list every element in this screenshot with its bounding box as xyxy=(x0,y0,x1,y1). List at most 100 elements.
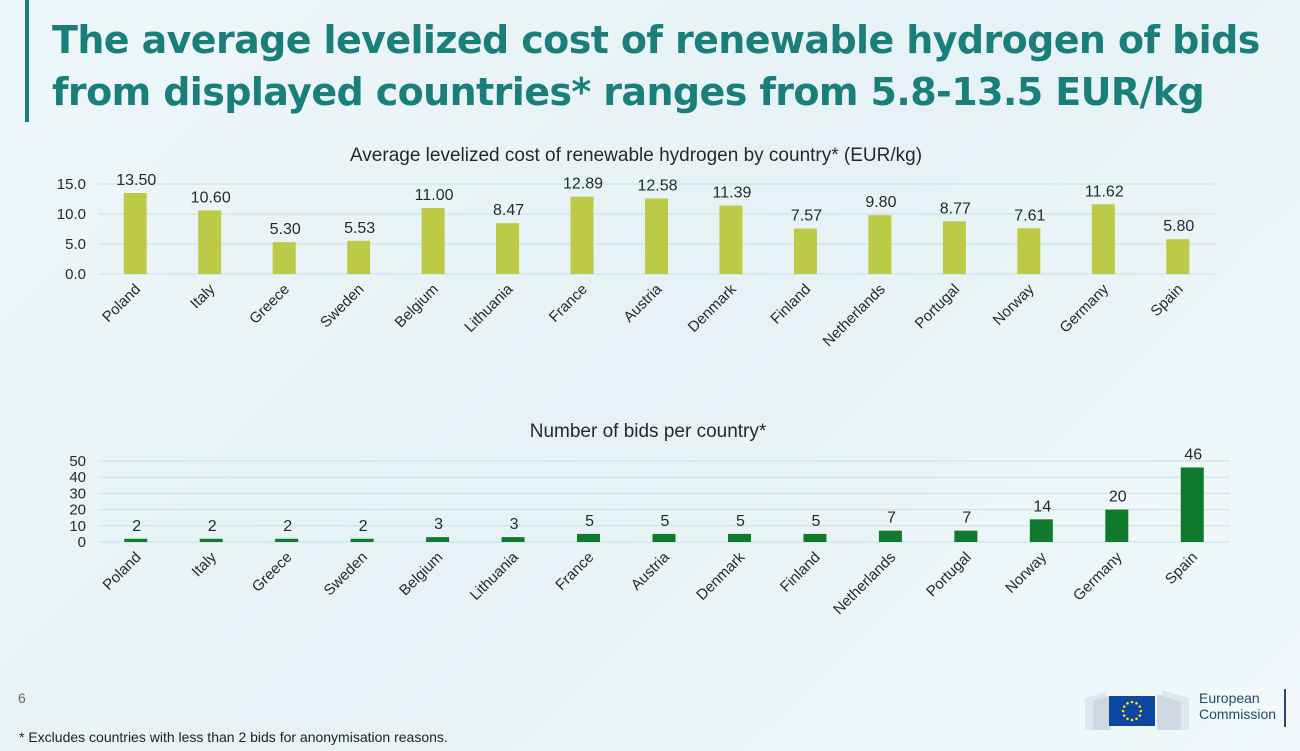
cost-x-tick-label: Denmark xyxy=(685,280,740,335)
bids-x-tick-label: Lithuania xyxy=(467,548,523,604)
eu-star-icon xyxy=(1139,709,1143,713)
cost-bar xyxy=(570,196,594,274)
logo-text: European Commission xyxy=(1199,690,1276,722)
cost-x-tick-label: Austria xyxy=(620,280,665,325)
cost-data-label: 8.47 xyxy=(493,202,524,219)
eu-star-icon xyxy=(1122,714,1126,717)
logo-text-line2: Commission xyxy=(1199,706,1277,722)
bids-x-tick-label: Poland xyxy=(100,549,145,594)
eu-star-icon xyxy=(1126,717,1129,721)
cost-bar xyxy=(942,221,966,274)
bids-y-tick-label: 40 xyxy=(69,469,86,486)
bids-data-label: 46 xyxy=(1184,446,1202,463)
cost-data-label: 5.80 xyxy=(1163,218,1194,235)
cost-data-label: 8.77 xyxy=(940,200,971,217)
cost-bar xyxy=(1017,228,1041,274)
cost-x-tick-label: Spain xyxy=(1147,281,1186,320)
bids-x-tick-label: Sweden xyxy=(321,549,371,599)
cost-data-label: 11.62 xyxy=(1085,183,1124,200)
bids-bar xyxy=(1029,519,1053,542)
eu-star-icon xyxy=(1122,705,1126,708)
eu-star-icon xyxy=(1121,709,1125,713)
bids-x-tick-label: Denmark xyxy=(693,548,748,603)
cost-data-label: 7.61 xyxy=(1014,207,1045,224)
cost-chart-title: Average levelized cost of renewable hydr… xyxy=(350,145,922,166)
bids-x-tick-label: Germany xyxy=(1070,548,1126,604)
cost-x-tick-label: Germany xyxy=(1056,280,1112,336)
bids-data-label: 2 xyxy=(208,518,217,535)
bids-data-label: 3 xyxy=(510,516,519,533)
cost-data-label: 5.30 xyxy=(270,221,301,238)
bids-x-tick-label: Netherlands xyxy=(830,549,899,618)
cost-x-tick-label: Poland xyxy=(99,281,144,326)
bids-bar xyxy=(803,533,827,542)
cost-x-tick-label: Norway xyxy=(990,280,1038,328)
bids-data-label: 2 xyxy=(283,518,292,535)
cost-data-label: 13.50 xyxy=(116,172,156,189)
bids-data-label: 14 xyxy=(1033,498,1051,515)
logo-divider xyxy=(1284,689,1286,727)
bids-bar xyxy=(727,533,751,542)
cost-bar xyxy=(496,223,520,274)
bids-bar xyxy=(501,537,525,542)
cost-y-tick-label: 15.0 xyxy=(57,176,86,193)
eu-star-icon xyxy=(1135,717,1138,721)
eu-star-icon xyxy=(1126,701,1129,705)
cost-data-label: 12.58 xyxy=(637,178,677,195)
bids-y-tick-label: 10 xyxy=(69,518,86,535)
eu-star-icon xyxy=(1138,714,1142,717)
bids-bar xyxy=(652,533,676,542)
cost-y-tick-label: 0.0 xyxy=(65,266,86,283)
bids-bar xyxy=(426,537,450,542)
bids-bar xyxy=(577,533,601,542)
bids-bar xyxy=(1180,467,1204,542)
bids-data-label: 7 xyxy=(887,510,896,527)
cost-bar xyxy=(645,198,668,274)
cost-x-tick-label: Finland xyxy=(767,281,814,328)
bids-y-tick-label: 20 xyxy=(69,502,86,519)
cost-bar xyxy=(272,242,296,274)
slide-title: The average levelized cost of renewable … xyxy=(52,18,1260,114)
cost-x-tick-label: Sweden xyxy=(317,281,367,331)
cost-x-tick-label: Italy xyxy=(187,280,219,312)
bids-bar xyxy=(954,530,978,542)
bids-bar xyxy=(124,538,148,542)
bids-y-tick-label: 50 xyxy=(69,453,86,470)
bids-x-tick-label: France xyxy=(552,549,597,594)
bids-bar xyxy=(1105,509,1129,542)
bids-data-label: 3 xyxy=(434,516,443,533)
cost-data-label: 11.39 xyxy=(713,185,752,202)
cost-data-label: 7.57 xyxy=(791,208,822,225)
cost-x-tick-label: Greece xyxy=(246,281,293,328)
cost-x-tick-label: Belgium xyxy=(392,281,442,331)
cost-bar xyxy=(421,208,445,274)
bids-data-label: 5 xyxy=(736,513,745,530)
cost-data-label: 5.53 xyxy=(344,220,375,237)
eu-star-icon xyxy=(1130,718,1134,722)
bids-x-tick-label: Spain xyxy=(1162,549,1201,588)
logo-text-line1: European xyxy=(1199,690,1260,706)
bids-data-label: 2 xyxy=(132,518,141,535)
cost-data-label: 12.89 xyxy=(563,176,603,193)
bids-data-label: 5 xyxy=(585,513,594,530)
bids-data-label: 5 xyxy=(661,513,670,530)
cost-bar xyxy=(123,193,147,274)
european-commission-logo-icon xyxy=(1085,690,1189,730)
bids-data-label: 5 xyxy=(811,513,820,530)
bids-y-tick-label: 0 xyxy=(78,534,86,551)
cost-bar xyxy=(719,205,743,274)
bids-bar xyxy=(199,538,223,542)
bids-chart-title: Number of bids per country* xyxy=(530,421,767,442)
bids-bar xyxy=(878,530,902,542)
bids-x-tick-label: Greece xyxy=(249,549,296,596)
eu-star-icon xyxy=(1138,705,1142,708)
cost-x-tick-label: Netherlands xyxy=(820,281,889,350)
footnote: * Excludes countries with less than 2 bi… xyxy=(19,729,448,745)
cost-x-tick-label: Portugal xyxy=(912,281,964,333)
cost-x-tick-label: Lithuania xyxy=(461,280,517,336)
bids-x-tick-label: Austria xyxy=(628,548,673,593)
bids-bar xyxy=(275,538,299,542)
cost-bar xyxy=(868,215,892,274)
cost-x-tick-label: France xyxy=(546,281,591,326)
eu-star-icon xyxy=(1135,701,1138,705)
